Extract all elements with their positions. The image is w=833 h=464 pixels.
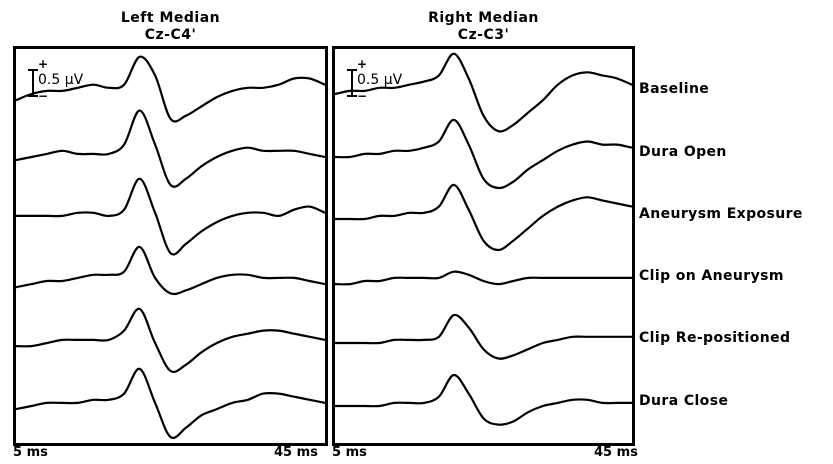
condition-label-dura-close: Dura Close: [639, 393, 729, 409]
trace-dura-close: [335, 373, 632, 426]
left-panel-title-line1: Left Median: [120, 10, 221, 26]
right-panel-title-line1: Right Median: [428, 10, 539, 26]
left-median-panel: + 0.5 μV −: [13, 46, 328, 446]
left-panel-title: Left Median Cz-C4': [13, 10, 328, 44]
scale-plus-sign: +: [38, 57, 49, 71]
trace-aneurysm-exposure: [335, 183, 632, 252]
trace-baseline: [335, 52, 632, 133]
left-x-tick-end: 45 ms: [274, 445, 318, 460]
scale-bar-line: [28, 69, 38, 97]
condition-label-clip-re-positioned: Clip Re-positioned: [639, 330, 791, 346]
left-x-tick-start: 5 ms: [13, 445, 48, 460]
scale-value-label: 0.5 μV: [357, 72, 403, 88]
left-median-traces: [16, 55, 325, 440]
condition-label-aneurysm-exposure: Aneurysm Exposure: [639, 206, 803, 222]
scale-value-label: 0.5 μV: [38, 72, 84, 88]
right-x-tick-start: 5 ms: [332, 445, 367, 460]
trace-dura-close: [16, 367, 325, 440]
condition-label-clip-on-aneurysm: Clip on Aneurysm: [639, 268, 784, 284]
scale-plus-sign: +: [357, 57, 368, 71]
scale-minus-sign: −: [38, 89, 49, 103]
scale-bar-line: [347, 69, 357, 97]
left-panel-title-line2: Cz-C4': [144, 27, 197, 43]
trace-baseline: [16, 55, 325, 123]
scale-minus-sign: −: [357, 89, 368, 103]
trace-dura-open: [335, 118, 632, 190]
right-median-traces: [335, 52, 632, 426]
trace-clip-re-positioned: [335, 313, 632, 360]
right-panel-title-line2: Cz-C3': [457, 27, 510, 43]
right-x-tick-end: 45 ms: [594, 445, 638, 460]
condition-label-baseline: Baseline: [639, 81, 710, 97]
trace-dura-open: [16, 109, 325, 188]
trace-aneurysm-exposure: [16, 177, 325, 256]
right-panel-title: Right Median Cz-C3': [332, 10, 635, 44]
trace-clip-on-aneurysm: [335, 270, 632, 286]
trace-clip-re-positioned: [16, 307, 325, 373]
trace-clip-on-aneurysm: [16, 245, 325, 296]
condition-label-dura-open: Dura Open: [639, 144, 727, 160]
right-median-panel: + 0.5 μV −: [332, 46, 635, 446]
